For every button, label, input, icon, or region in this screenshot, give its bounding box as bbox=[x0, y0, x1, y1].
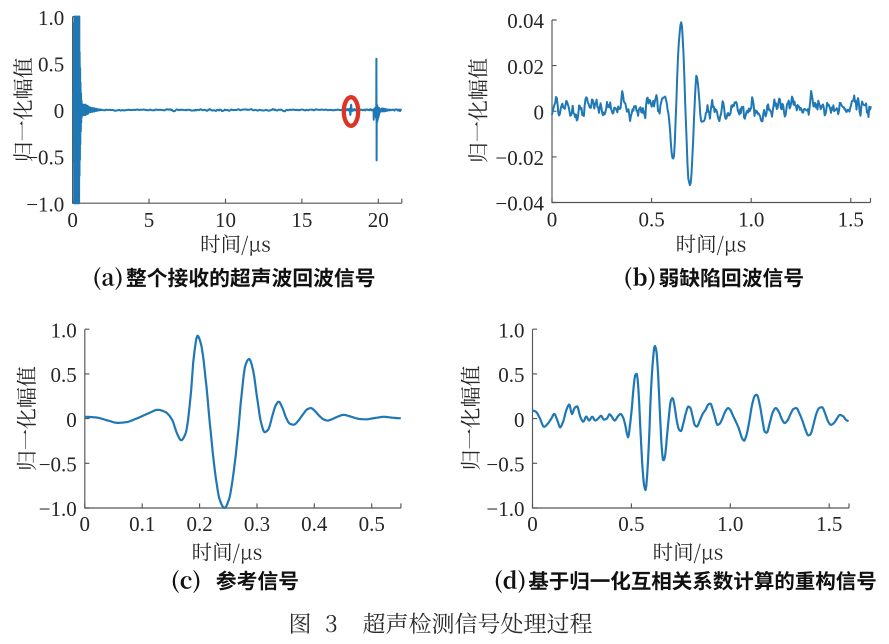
svg-text:0: 0 bbox=[547, 208, 558, 232]
svg-text:20: 20 bbox=[368, 208, 389, 232]
svg-text:0: 0 bbox=[54, 99, 65, 123]
svg-text:1.0: 1.0 bbox=[738, 208, 764, 232]
svg-text:5: 5 bbox=[144, 208, 155, 232]
svg-text:0.5: 0.5 bbox=[51, 363, 77, 387]
svg-text:0: 0 bbox=[80, 512, 91, 536]
svg-text:0: 0 bbox=[67, 208, 78, 232]
svg-text:0.1: 0.1 bbox=[129, 512, 155, 536]
svg-text:10: 10 bbox=[215, 208, 236, 232]
svg-text:0.5: 0.5 bbox=[498, 363, 524, 387]
svg-text:−0.02: −0.02 bbox=[495, 146, 544, 170]
svg-text:0.02: 0.02 bbox=[507, 55, 544, 79]
svg-text:−0.5: −0.5 bbox=[26, 146, 64, 170]
svg-text:0.5: 0.5 bbox=[359, 512, 385, 536]
svg-text:0.5: 0.5 bbox=[638, 208, 664, 232]
svg-text:0: 0 bbox=[514, 408, 525, 432]
svg-text:1.5: 1.5 bbox=[816, 512, 842, 536]
svg-text:0.2: 0.2 bbox=[186, 512, 212, 536]
svg-text:15: 15 bbox=[291, 208, 312, 232]
svg-text:1.0: 1.0 bbox=[717, 512, 743, 536]
svg-text:−0.04: −0.04 bbox=[495, 192, 544, 216]
svg-text:0.5: 0.5 bbox=[38, 52, 64, 76]
svg-text:−0.5: −0.5 bbox=[39, 453, 77, 477]
svg-text:0: 0 bbox=[527, 512, 538, 536]
svg-text:−1.0: −1.0 bbox=[26, 192, 64, 216]
svg-text:0.3: 0.3 bbox=[244, 512, 270, 536]
svg-text:1.0: 1.0 bbox=[498, 318, 524, 342]
svg-text:−0.5: −0.5 bbox=[486, 453, 524, 477]
svg-text:1.0: 1.0 bbox=[38, 6, 64, 30]
svg-text:0: 0 bbox=[66, 408, 77, 432]
svg-text:−1.0: −1.0 bbox=[39, 497, 77, 521]
svg-text:0: 0 bbox=[534, 101, 545, 125]
svg-text:−1.0: −1.0 bbox=[486, 497, 524, 521]
svg-text:0.04: 0.04 bbox=[507, 9, 544, 33]
svg-text:1.5: 1.5 bbox=[838, 208, 864, 232]
svg-text:0.5: 0.5 bbox=[618, 512, 644, 536]
svg-text:1.0: 1.0 bbox=[51, 318, 77, 342]
svg-text:0.4: 0.4 bbox=[301, 512, 328, 536]
